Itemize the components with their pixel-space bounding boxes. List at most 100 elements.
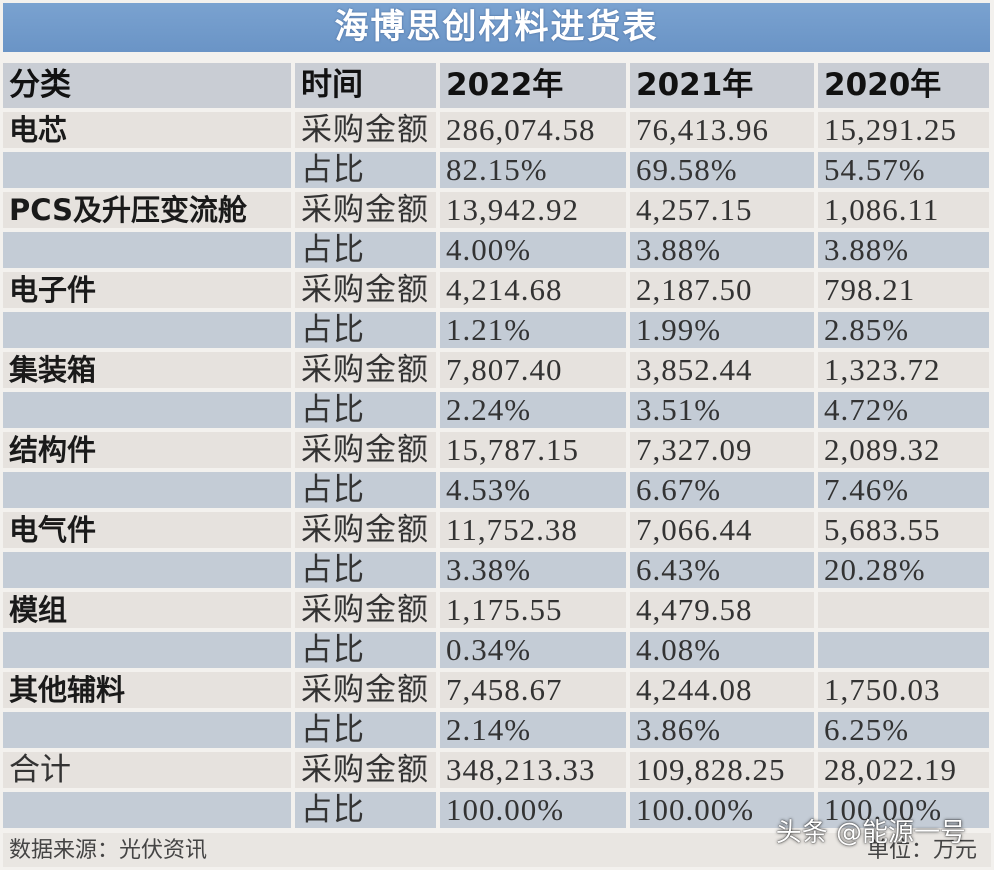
purchase-table: 分类 时间 2022年 2021年 2020年 电芯 采购金额 286,074.58… bbox=[3, 63, 991, 828]
metric-cell: 采购金额 bbox=[295, 432, 436, 468]
category-cell bbox=[3, 392, 291, 428]
value-cell: 5,683.55 bbox=[818, 512, 989, 548]
metric-cell: 占比 bbox=[295, 792, 436, 828]
category-cell bbox=[3, 632, 291, 668]
value-cell: 1.21% bbox=[440, 312, 626, 348]
value-cell bbox=[818, 632, 989, 668]
table-title: 海博思创材料进货表 bbox=[3, 3, 990, 52]
value-cell: 6.67% bbox=[630, 472, 814, 508]
category-cell bbox=[3, 472, 291, 508]
value-cell: 2.24% bbox=[440, 392, 626, 428]
value-cell: 7,807.40 bbox=[440, 352, 626, 388]
value-cell: 28,022.19 bbox=[818, 752, 989, 788]
metric-cell: 采购金额 bbox=[295, 352, 436, 388]
value-cell: 798.21 bbox=[818, 272, 989, 308]
value-cell: 4.00% bbox=[440, 232, 626, 268]
value-cell: 100.00% bbox=[818, 792, 989, 828]
value-cell: 11,752.38 bbox=[440, 512, 626, 548]
value-cell: 286,074.58 bbox=[440, 112, 626, 148]
value-cell: 4,214.68 bbox=[440, 272, 626, 308]
value-cell: 2,187.50 bbox=[630, 272, 814, 308]
value-cell: 4.08% bbox=[630, 632, 814, 668]
header-year-2022: 2022年 bbox=[440, 63, 626, 108]
value-cell: 3.88% bbox=[630, 232, 814, 268]
value-cell: 15,787.15 bbox=[440, 432, 626, 468]
metric-cell: 占比 bbox=[295, 232, 436, 268]
metric-cell: 采购金额 bbox=[295, 272, 436, 308]
metric-cell: 占比 bbox=[295, 632, 436, 668]
value-cell: 6.43% bbox=[630, 552, 814, 588]
metric-cell: 占比 bbox=[295, 312, 436, 348]
category-cell bbox=[3, 232, 291, 268]
value-cell: 3.51% bbox=[630, 392, 814, 428]
unit-label: 单位：万元 bbox=[866, 837, 977, 862]
header-year-2020: 2020年 bbox=[818, 63, 989, 108]
header-year-2021: 2021年 bbox=[630, 63, 814, 108]
value-cell: 20.28% bbox=[818, 552, 989, 588]
category-cell: 模组 bbox=[3, 592, 291, 628]
category-cell: 结构件 bbox=[3, 432, 291, 468]
value-cell: 4,257.15 bbox=[630, 192, 814, 228]
watermark: 头条 @能源一号 bbox=[775, 818, 966, 848]
value-cell: 2.14% bbox=[440, 712, 626, 748]
category-cell: 集装箱 bbox=[3, 352, 291, 388]
value-cell: 6.25% bbox=[818, 712, 989, 748]
metric-cell: 采购金额 bbox=[295, 592, 436, 628]
value-cell: 100.00% bbox=[440, 792, 626, 828]
value-cell: 4.53% bbox=[440, 472, 626, 508]
category-cell: 合计 bbox=[3, 752, 291, 788]
table-footer: 数据来源：光伏资讯 单位：万元 bbox=[3, 833, 991, 867]
category-cell bbox=[3, 312, 291, 348]
category-cell bbox=[3, 152, 291, 188]
metric-cell: 采购金额 bbox=[295, 192, 436, 228]
value-cell: 7,327.09 bbox=[630, 432, 814, 468]
value-cell: 1,086.11 bbox=[818, 192, 989, 228]
value-cell: 3,852.44 bbox=[630, 352, 814, 388]
value-cell: 15,291.25 bbox=[818, 112, 989, 148]
category-cell bbox=[3, 552, 291, 588]
value-cell: 1,323.72 bbox=[818, 352, 989, 388]
value-cell: 2,089.32 bbox=[818, 432, 989, 468]
metric-cell: 采购金额 bbox=[295, 672, 436, 708]
metric-cell: 采购金额 bbox=[295, 752, 436, 788]
value-cell: 348,213.33 bbox=[440, 752, 626, 788]
category-cell: 电芯 bbox=[3, 112, 291, 148]
metric-cell: 采购金额 bbox=[295, 112, 436, 148]
category-cell bbox=[3, 712, 291, 748]
metric-cell: 占比 bbox=[295, 472, 436, 508]
value-cell: 0.34% bbox=[440, 632, 626, 668]
value-cell: 1,175.55 bbox=[440, 592, 626, 628]
value-cell: 82.15% bbox=[440, 152, 626, 188]
metric-cell: 占比 bbox=[295, 712, 436, 748]
category-cell: 电气件 bbox=[3, 512, 291, 548]
value-cell: 109,828.25 bbox=[630, 752, 814, 788]
value-cell: 7,066.44 bbox=[630, 512, 814, 548]
value-cell: 3.38% bbox=[440, 552, 626, 588]
category-cell: 其他辅料 bbox=[3, 672, 291, 708]
value-cell: 69.58% bbox=[630, 152, 814, 188]
value-cell: 7.46% bbox=[818, 472, 989, 508]
value-cell bbox=[818, 592, 989, 628]
value-cell: 1,750.03 bbox=[818, 672, 989, 708]
category-cell: 电子件 bbox=[3, 272, 291, 308]
value-cell: 100.00% bbox=[630, 792, 814, 828]
value-cell: 76,413.96 bbox=[630, 112, 814, 148]
value-cell: 3.88% bbox=[818, 232, 989, 268]
value-cell: 1.99% bbox=[630, 312, 814, 348]
metric-cell: 采购金额 bbox=[295, 512, 436, 548]
category-cell bbox=[3, 792, 291, 828]
metric-cell: 占比 bbox=[295, 552, 436, 588]
value-cell: 13,942.92 bbox=[440, 192, 626, 228]
header-time: 时间 bbox=[295, 63, 436, 108]
value-cell: 4,244.08 bbox=[630, 672, 814, 708]
value-cell: 3.86% bbox=[630, 712, 814, 748]
value-cell: 2.85% bbox=[818, 312, 989, 348]
header-category: 分类 bbox=[3, 63, 291, 108]
value-cell: 54.57% bbox=[818, 152, 989, 188]
value-cell: 4,479.58 bbox=[630, 592, 814, 628]
metric-cell: 占比 bbox=[295, 152, 436, 188]
value-cell: 4.72% bbox=[818, 392, 989, 428]
category-cell: PCS及升压变流舱 bbox=[3, 192, 291, 228]
value-cell: 7,458.67 bbox=[440, 672, 626, 708]
metric-cell: 占比 bbox=[295, 392, 436, 428]
